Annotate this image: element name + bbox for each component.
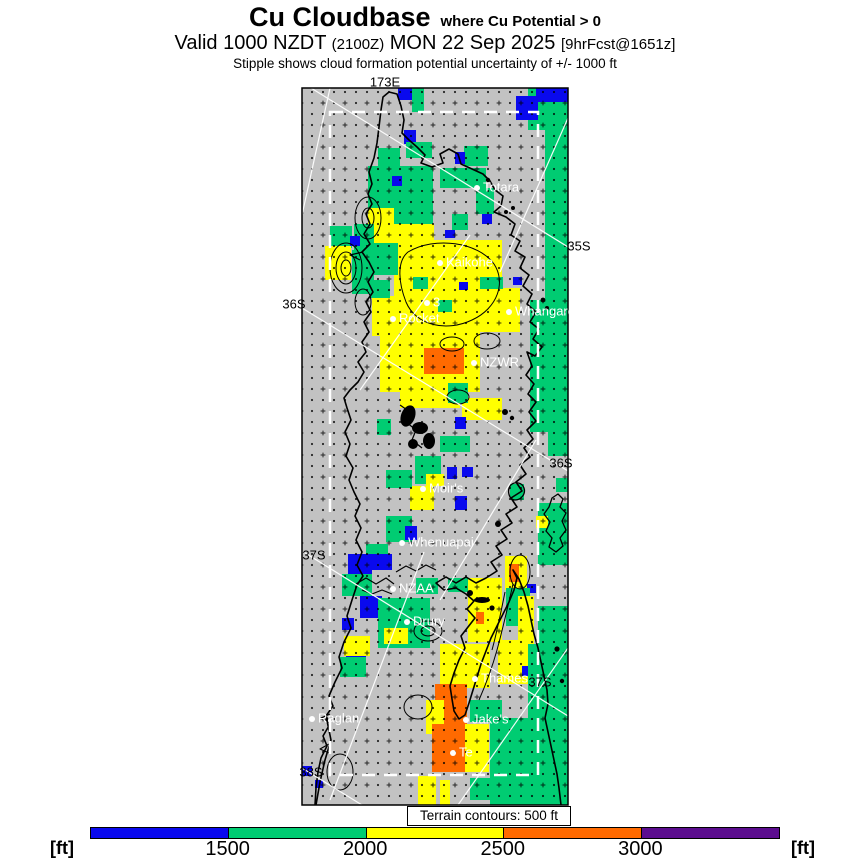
place-dot xyxy=(424,300,430,306)
colorbar-segment xyxy=(366,828,505,838)
colorbar-tick: 3000 xyxy=(618,838,663,860)
place-label: 3 xyxy=(433,294,440,309)
grid-label: 173E xyxy=(370,74,401,89)
place-label: Whangarei xyxy=(515,303,578,318)
colorbar-tick: 2000 xyxy=(342,838,388,860)
place-label: Te xyxy=(459,744,473,759)
place-label: Raglan xyxy=(318,710,359,725)
colorbar-unit-right: [ft] xyxy=(791,838,815,858)
colorbar xyxy=(90,827,780,839)
grid-label: 37S xyxy=(528,674,551,689)
place-dot xyxy=(471,360,477,366)
place-label: Moir's xyxy=(429,480,464,495)
grid-label: 36S xyxy=(549,455,572,470)
valid-prefix: Valid 1000 NZDT xyxy=(174,32,327,55)
colorbar-segment xyxy=(504,828,643,838)
colorbar-ticks: 1500 2000 2500 3000 xyxy=(90,838,778,860)
place-dot xyxy=(474,185,480,191)
terrain-contours-note: Terrain contours: 500 ft xyxy=(407,806,571,826)
grid-label: 38S xyxy=(299,764,322,779)
place-label: Drury xyxy=(413,613,445,628)
colorbar-tick: 1500 xyxy=(205,838,250,860)
valid-line: Valid 1000 NZDT (2100Z) MON 22 Sep 2025 … xyxy=(0,32,850,54)
place-label: Whenuapai xyxy=(408,534,474,549)
grid-label: 35S xyxy=(567,238,590,253)
place-dot xyxy=(472,676,478,682)
title-main: Cu Cloudbase xyxy=(249,2,431,32)
place-dot xyxy=(309,716,315,722)
place-label: Thames xyxy=(481,670,528,685)
place-dot xyxy=(506,309,512,315)
place-dot xyxy=(420,486,426,492)
place-label: NZAA xyxy=(399,580,434,595)
place-label: Jake's xyxy=(472,711,509,726)
header: Cu Cloudbase where Cu Potential > 0 Valid… xyxy=(0,2,850,71)
place-label: Totara xyxy=(483,179,520,194)
terrain-contours xyxy=(326,196,531,791)
place-label: NZWR xyxy=(480,354,519,369)
place-dot xyxy=(404,619,410,625)
place-dot xyxy=(450,750,456,756)
place-dot xyxy=(390,586,396,592)
place-dot xyxy=(437,260,443,266)
place-label: Rocket xyxy=(399,310,440,325)
title-qualifier: where Cu Potential > 0 xyxy=(440,13,601,30)
grid-label: 37S xyxy=(302,547,325,562)
offshore-islands xyxy=(400,177,565,684)
valid-date: MON 22 Sep 2025 xyxy=(389,32,556,55)
colorbar-tick: 2500 xyxy=(480,838,526,860)
colorbar-unit-left: [ft] xyxy=(50,838,74,858)
grid-labels: 173E 35S 36S 36S 37S 37S 38S xyxy=(282,74,590,779)
map-frame xyxy=(301,87,569,806)
valid-zulu: (2100Z) xyxy=(331,36,385,54)
place-dot xyxy=(390,316,396,322)
place-dot xyxy=(399,540,405,546)
colorbar-segment xyxy=(642,828,779,838)
grid-label: 36S xyxy=(282,296,305,311)
lat-lon-graticule xyxy=(302,88,568,805)
page-title: Cu Cloudbase where Cu Potential > 0 xyxy=(0,2,850,32)
valid-fcst: [9hrFcst@1651z] xyxy=(560,36,676,54)
model-domain-boundary xyxy=(328,110,540,777)
colorbar-segment xyxy=(228,828,367,838)
place-dot xyxy=(463,717,469,723)
place-label: Kaikohe xyxy=(446,254,493,269)
stipple-overlay xyxy=(302,88,568,805)
colorbar-segment xyxy=(91,828,229,838)
stipple-note: Stipple shows cloud formation potential … xyxy=(233,55,617,71)
